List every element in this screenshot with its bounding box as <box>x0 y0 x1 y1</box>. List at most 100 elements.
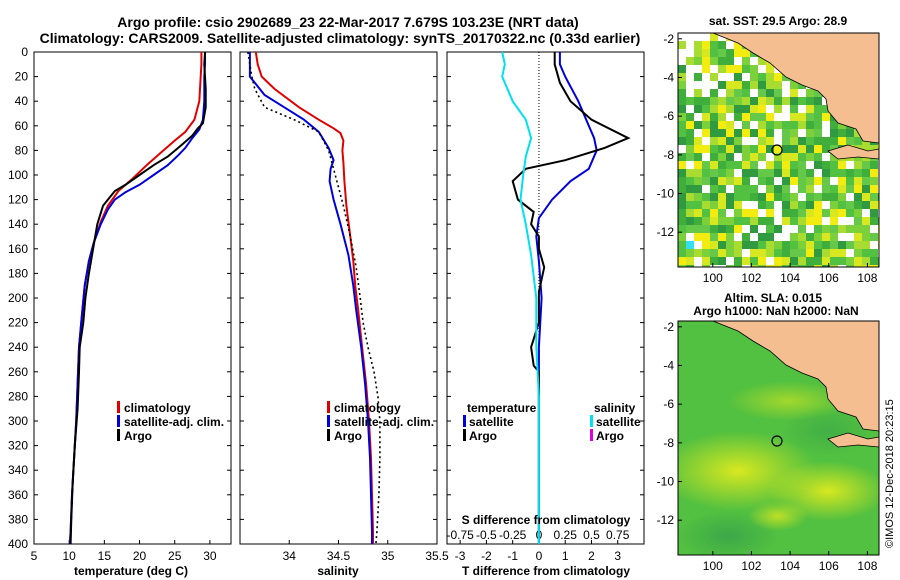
sst-cell <box>726 129 734 137</box>
sst-cell <box>734 161 742 169</box>
sst-cell <box>694 225 702 233</box>
sst-cell <box>718 137 726 145</box>
sst-cell <box>718 41 726 49</box>
sst-cell <box>766 265 774 267</box>
temperature-x-ticks: 5 10 15 20 25 30 <box>31 540 217 563</box>
sst-cell <box>694 201 702 209</box>
sst-cell <box>790 121 798 129</box>
sst-cell <box>766 113 774 121</box>
sst-cell <box>814 241 822 249</box>
sst-cell <box>702 169 710 177</box>
sst-cell <box>686 209 694 217</box>
x-tick-label: 5 <box>31 549 38 563</box>
s-tick-label: -0.5 <box>476 528 497 542</box>
sst-cell <box>734 193 742 201</box>
sst-cell <box>790 113 798 121</box>
sst-cell <box>710 193 718 201</box>
sst-cell <box>742 89 750 97</box>
sst-cell <box>846 209 854 217</box>
sst-cell <box>734 185 742 193</box>
sst-cell <box>814 265 822 267</box>
sst-cell <box>854 185 862 193</box>
sst-cell <box>830 249 838 257</box>
sst-cell <box>838 177 846 185</box>
sst-cell <box>870 265 878 267</box>
sst-cell <box>734 113 742 121</box>
sst-cell <box>686 57 694 65</box>
sst-cell <box>694 105 702 113</box>
depth-tick-label: 140 <box>8 217 28 231</box>
sst-cell <box>710 169 718 177</box>
sst-cell <box>750 97 758 105</box>
sst-cell <box>830 161 838 169</box>
difference-legend: temperature satellite Argo salinity sate… <box>463 401 641 443</box>
sst-cell <box>806 97 814 105</box>
sst-cell <box>830 209 838 217</box>
temperature-lines <box>68 51 207 545</box>
series-line-argo <box>69 51 207 545</box>
sst-cell <box>814 225 822 233</box>
sst-cell <box>806 233 814 241</box>
sst-cell <box>678 41 686 49</box>
sst-cell <box>870 185 878 193</box>
sst-cell <box>830 137 838 145</box>
sst-cell <box>790 233 798 241</box>
sst-cell <box>806 177 814 185</box>
sst-cell <box>798 249 806 257</box>
temperature-axes <box>33 51 232 545</box>
sst-cell <box>862 177 870 185</box>
sst-cell <box>862 249 870 257</box>
sst-cell <box>838 121 846 129</box>
sst-cell <box>758 241 766 249</box>
sst-cell <box>806 121 814 129</box>
map-x-tick-label: 102 <box>741 271 761 285</box>
sst-cell <box>870 233 878 241</box>
sst-cell <box>734 225 742 233</box>
sst-cell <box>806 129 814 137</box>
x-tick-label: 34 <box>283 549 297 563</box>
sst-cell <box>694 209 702 217</box>
sst-cell <box>782 177 790 185</box>
temperature-panel: 0 20 40 60 80 100 120 140 160 180 200 220 240 260 280 3… <box>8 45 232 578</box>
sst-cell <box>702 41 710 49</box>
sla-map-area <box>678 321 879 555</box>
sst-cell <box>686 97 694 105</box>
sst-cell <box>854 217 862 225</box>
sst-cell <box>678 169 686 177</box>
sst-cell <box>758 193 766 201</box>
sst-cell <box>726 81 734 89</box>
sst-cell <box>742 129 750 137</box>
sst-cell <box>726 265 734 267</box>
sst-cell <box>758 201 766 209</box>
salinity-x-ticks: 34 34.5 35 35.5 <box>283 540 449 563</box>
sst-cell <box>734 249 742 257</box>
sst-cell <box>814 161 822 169</box>
sst-cell <box>814 193 822 201</box>
sst-cell <box>742 257 750 265</box>
sla-land-sumatra <box>712 321 879 432</box>
sst-cell <box>862 193 870 201</box>
sst-cell <box>822 265 830 267</box>
sst-cell <box>758 265 766 267</box>
x-tick-label: 1 <box>562 549 569 563</box>
x-tick-label: 35.5 <box>425 549 449 563</box>
sst-cell <box>718 113 726 121</box>
sst-cell <box>718 105 726 113</box>
sst-cell <box>766 129 774 137</box>
sst-cell <box>766 145 774 153</box>
sst-cell <box>782 185 790 193</box>
sst-cell <box>718 241 726 249</box>
sst-cell <box>750 105 758 113</box>
sst-cell <box>718 81 726 89</box>
s-tick-label: 0.25 <box>554 528 578 542</box>
sst-cell <box>774 153 782 161</box>
sst-cell <box>774 89 782 97</box>
sst-cell <box>870 161 878 169</box>
sst-cell <box>726 177 734 185</box>
sst-cell <box>790 161 798 169</box>
sst-cell <box>702 161 710 169</box>
sst-cell <box>790 153 798 161</box>
sst-cell <box>710 241 718 249</box>
sst-cell <box>774 121 782 129</box>
sst-cell <box>758 169 766 177</box>
